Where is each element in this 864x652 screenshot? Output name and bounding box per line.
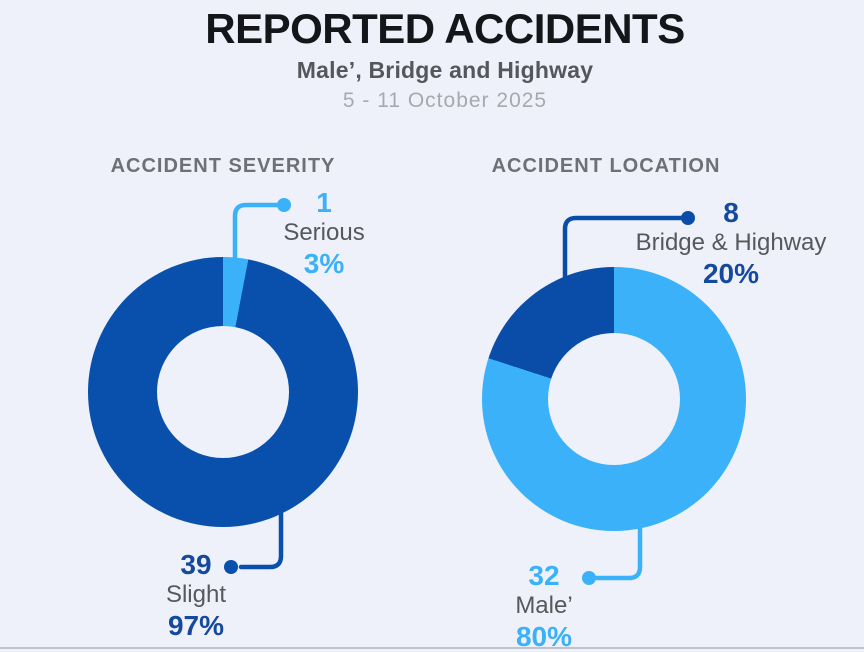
report-header: REPORTED ACCIDENTS Male’, Bridge and Hig… [0,0,864,113]
male-count: 32 [528,560,560,591]
serious-percent: 3% [303,248,345,279]
label-block-slight: 39 Slight 97% [116,549,276,642]
male-percent: 80% [515,621,573,652]
bridge-highway-label: Bridge & Highway [635,229,827,256]
chart-title-accident-severity: ACCIDENT SEVERITY [110,155,336,177]
page-subtitle: Male’, Bridge and Highway [296,57,594,84]
bridge-highway-percent: 20% [702,258,760,289]
label-block-male: 32 Male’ 80% [464,561,624,652]
label-block-serious: 1 Serious 3% [244,187,404,280]
date-range: 5 - 11 October 2025 [342,89,548,113]
chart-title-accident-location: ACCIDENT LOCATION [491,155,721,177]
slight-count: 39 [180,549,212,580]
slight-percent: 97% [167,610,225,641]
serious-label: Serious [283,219,365,246]
location-donut-hole [548,333,680,465]
male-label: Male’ [515,592,573,619]
location-donut-chart [482,267,746,531]
bottom-edge-line [0,647,864,649]
serious-count: 1 [316,187,332,218]
bridge-highway-count: 8 [723,197,739,228]
page-title: REPORTED ACCIDENTS [205,5,685,52]
severity-donut-chart [88,257,358,527]
severity-donut-hole [157,326,289,458]
label-block-bridge-highway: 8 Bridge & Highway 20% [611,197,851,290]
slight-label: Slight [165,581,227,608]
